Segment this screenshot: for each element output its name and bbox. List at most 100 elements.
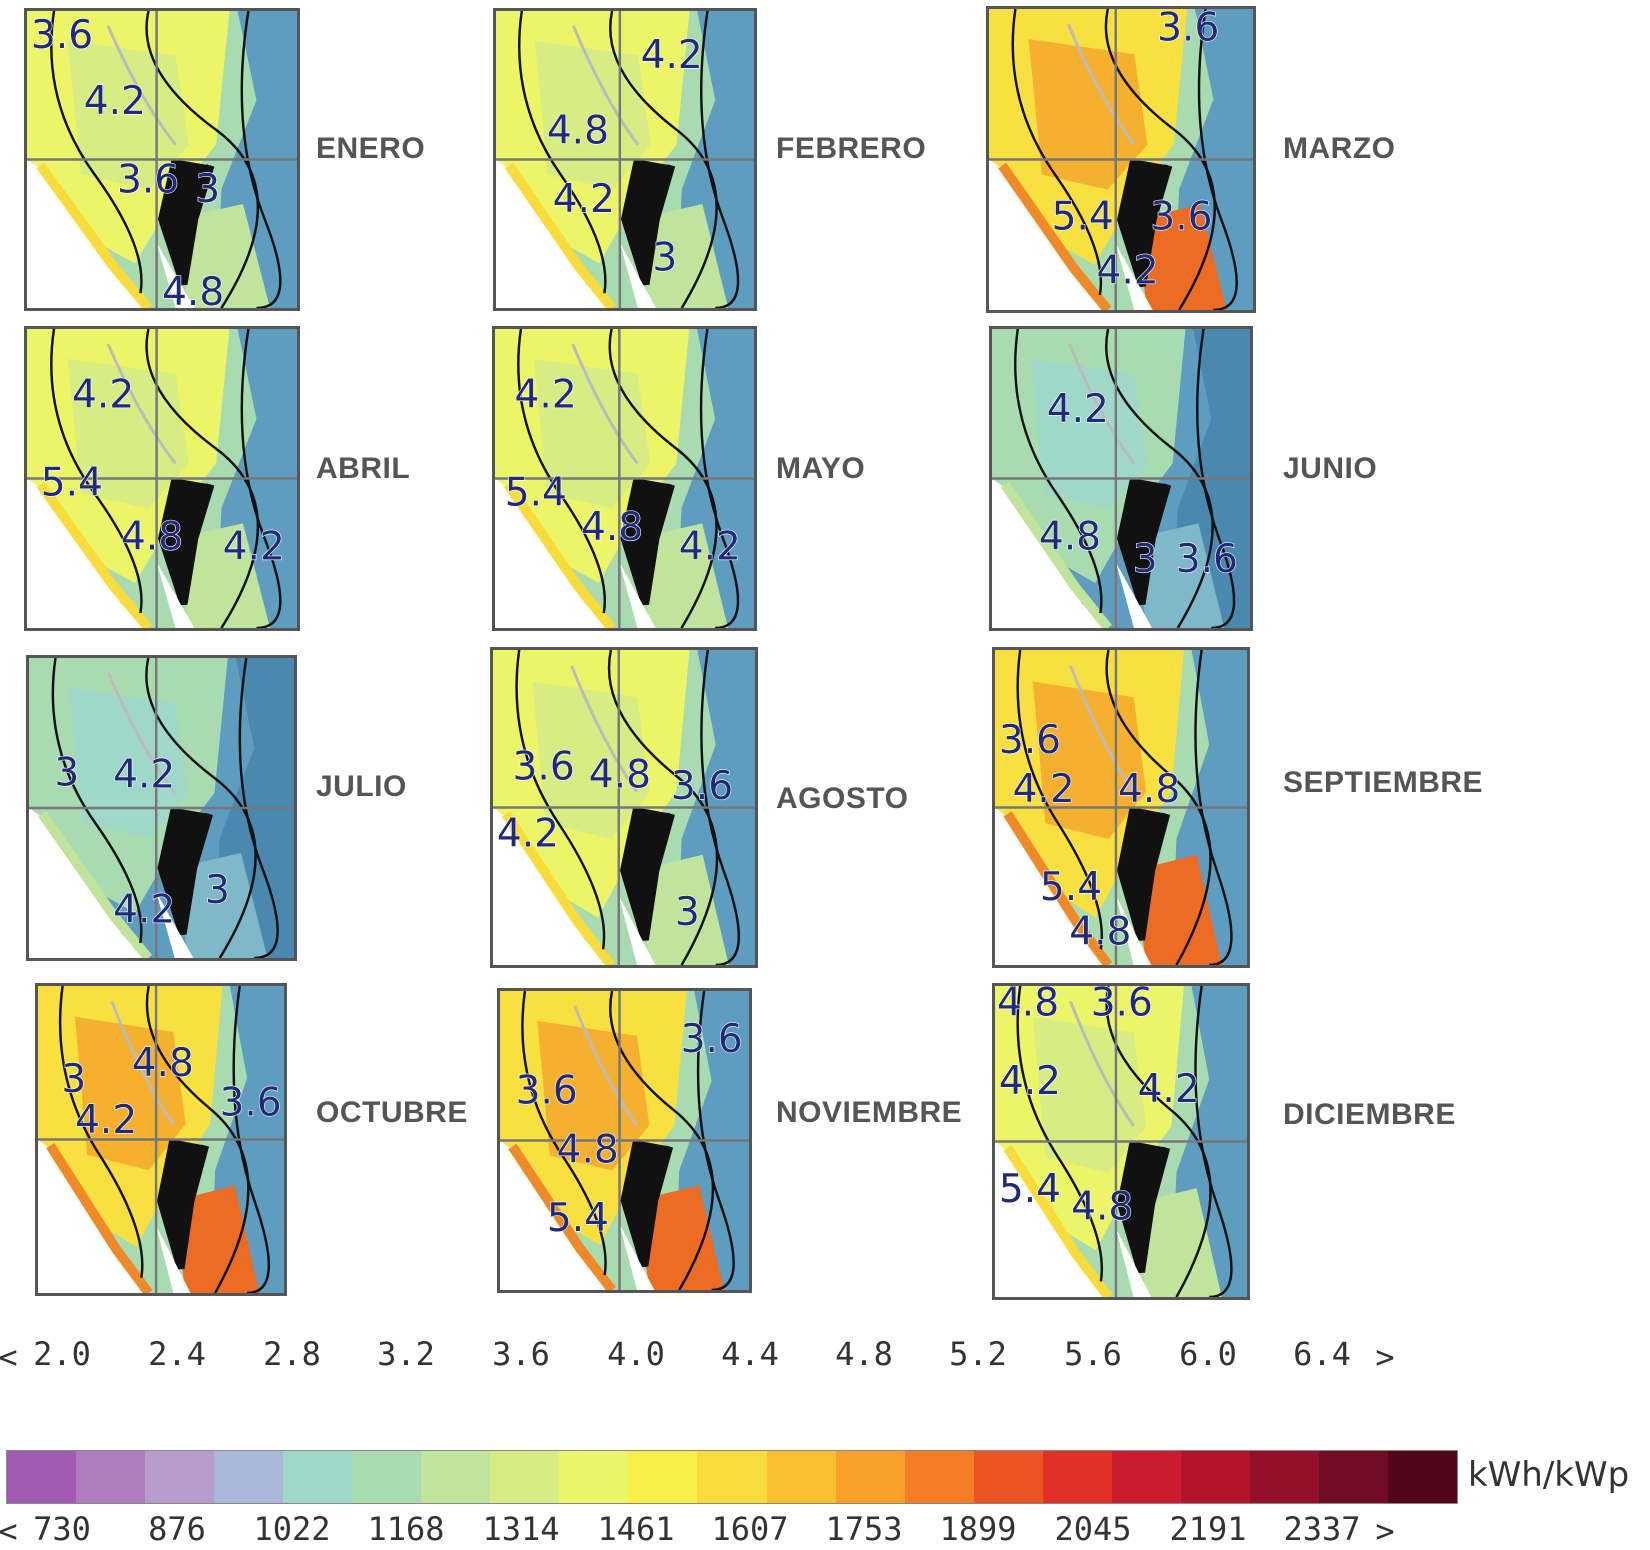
- legend-swatch-14: [973, 1451, 1043, 1503]
- legend-swatch-7: [490, 1451, 560, 1503]
- map-panel-junio: 4.2 4.8 3 3.6: [989, 326, 1253, 631]
- legend-daily-tick: 4.4: [721, 1335, 779, 1373]
- legend-daily-tick: 5.2: [949, 1335, 1007, 1373]
- legend-greater-than-daily: >: [1375, 1338, 1395, 1376]
- map-region-peak: [68, 688, 188, 838]
- legend-less-than-annual: <: [0, 1512, 18, 1550]
- month-label-julio: JULIO: [316, 770, 407, 803]
- map-noviembre: 3.6 3.6 4.8 5.4: [500, 991, 749, 1290]
- map-agosto: 3.6 4.8 3.6 4.2 3: [493, 650, 755, 965]
- legend-annual-tick: 2191: [1169, 1510, 1247, 1548]
- month-label-febrero: FEBRERO: [776, 132, 927, 165]
- map-mountains: [156, 1138, 210, 1270]
- legend-annual-tick: 1314: [482, 1510, 560, 1548]
- map-contour-3: [238, 658, 279, 958]
- legend-daily-tick: 3.6: [492, 1335, 550, 1373]
- legend-annual-tick: 1168: [367, 1510, 445, 1548]
- map-mountains: [620, 158, 676, 286]
- map-river: [1069, 1001, 1135, 1127]
- map-julio: 4.2 3 4.2 3: [29, 658, 294, 958]
- map-region-peak: [537, 1020, 650, 1171]
- legend-annual-tick: 730: [33, 1510, 91, 1548]
- map-mountains: [620, 1139, 674, 1268]
- map-coast-band: [1003, 1145, 1113, 1297]
- map-panel-noviembre: 3.6 3.6 4.8 5.4: [497, 988, 752, 1293]
- contour-label: 3: [195, 167, 220, 212]
- legend-swatch-11: [766, 1451, 836, 1503]
- map-region-mid: [1133, 1188, 1222, 1297]
- map-coast-band: [46, 1142, 153, 1293]
- legend-swatch-17: [1180, 1451, 1250, 1503]
- contour-label: 5.4: [1040, 865, 1102, 910]
- map-panel-julio: 4.2 3 4.2 3: [26, 655, 297, 961]
- legend-annual-tick: 1899: [939, 1510, 1017, 1548]
- map-contour-1: [521, 991, 607, 1276]
- contour-label: 3.6: [681, 1017, 743, 1062]
- month-label-enero: ENERO: [316, 132, 426, 165]
- legend-swatch-5: [352, 1451, 422, 1503]
- map-panel-abril: 4.2 5.4 4.8 4.2: [24, 326, 300, 631]
- legend-swatch-3: [214, 1451, 284, 1503]
- map-region-peak: [1032, 1017, 1147, 1173]
- contour-label: 5.4: [1052, 195, 1114, 240]
- map-river: [1066, 23, 1136, 146]
- map-coast-band: [502, 811, 615, 965]
- contour-label: 4.2: [1097, 248, 1159, 293]
- map-contour-1: [50, 11, 143, 294]
- contour-label: 5.4: [547, 1196, 609, 1241]
- legend-swatch-20: [1387, 1451, 1457, 1503]
- contour-label: 4.8: [132, 1041, 194, 1086]
- map-contour-3: [696, 991, 735, 1290]
- contour-label: 4.8: [581, 505, 643, 550]
- map-panel-diciembre: 4.8 3.6 4.2 4.2 5.4 4.8: [992, 983, 1250, 1300]
- contour-label: 3: [1133, 537, 1158, 582]
- map-contour-2: [1105, 650, 1212, 965]
- contour-label: 3: [675, 890, 700, 935]
- month-label-abril: ABRIL: [316, 452, 411, 485]
- map-river: [107, 672, 176, 794]
- map-region-peak: [67, 40, 189, 190]
- map-mountains: [1116, 158, 1173, 288]
- map-contour-2: [609, 11, 718, 308]
- contour-label: 5.4: [999, 1167, 1061, 1212]
- map-mountains: [1116, 477, 1172, 606]
- month-label-septiembre: SEPTIEMBRE: [1283, 766, 1484, 799]
- map-junio: 4.2 4.8 3 3.6: [992, 329, 1250, 628]
- map-valley: [156, 1225, 191, 1293]
- map-marzo: 3.6 5.4 3.6 4.2: [989, 9, 1253, 310]
- map-contour-1: [515, 650, 606, 950]
- map-contour-3: [240, 11, 282, 308]
- map-river: [106, 25, 177, 146]
- contour-label: 3.6: [671, 764, 733, 809]
- legend-swatch-13: [904, 1451, 974, 1503]
- contour-label: 4.8: [162, 270, 224, 308]
- map-contour-2: [607, 650, 719, 965]
- map-contour-3: [699, 329, 740, 628]
- contour-label: 3.6: [31, 13, 93, 58]
- legend-greater-than-annual: >: [1375, 1512, 1395, 1550]
- legend-swatch-10: [697, 1451, 767, 1503]
- contour-label: 4.2: [497, 811, 559, 856]
- contour-label: 3.6: [513, 744, 575, 789]
- legend-daily-tick: 6.4: [1293, 1335, 1351, 1373]
- map-panel-enero: 3.6 4.2 4.8 3.6 3: [24, 8, 300, 311]
- map-region-mid: [173, 1185, 260, 1293]
- legend-swatch-2: [145, 1451, 215, 1503]
- legend-daily-tick: 2.4: [148, 1335, 206, 1373]
- contour-label: 5.4: [505, 470, 567, 515]
- map-contour-3: [1194, 986, 1233, 1297]
- contour-label: 3.6: [1091, 986, 1153, 1025]
- contour-label: 4.2: [113, 752, 175, 797]
- legend-swatch-18: [1249, 1451, 1319, 1503]
- legend-annual-tick: 1607: [711, 1510, 789, 1548]
- map-octubre: 4.8 34.2 3.6: [38, 986, 284, 1293]
- legend-annual-tick: 876: [148, 1510, 206, 1548]
- month-label-diciembre: DICIEMBRE: [1283, 1098, 1456, 1131]
- legend-daily-tick: 2.0: [33, 1335, 91, 1373]
- contour-label: 4.8: [589, 752, 651, 797]
- map-region-peak: [1028, 39, 1148, 190]
- legend-color-bar: [6, 1450, 1458, 1504]
- map-contour-1: [1011, 9, 1103, 296]
- contour-label: 4.2: [1047, 387, 1109, 432]
- map-region-mid: [174, 853, 268, 958]
